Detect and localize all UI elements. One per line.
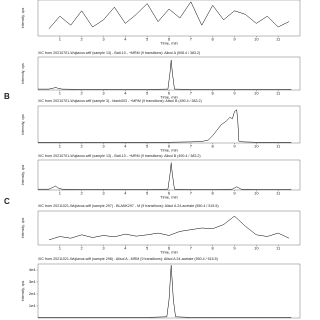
x-axis-label: Time, min (160, 195, 177, 200)
x-tick-label: 2 (81, 191, 84, 196)
x-tick-label: 4 (124, 91, 127, 96)
x-tick-label: 8 (212, 246, 215, 251)
y-tick-label: 4e4 (29, 267, 36, 272)
y-axis-label: Intensity, cps (21, 217, 25, 238)
plot-frame (37, 0, 301, 37)
x-tick-label: 10 (254, 246, 259, 251)
x-tick-label: 11 (276, 246, 281, 251)
y-axis-label: Intensity, cps (21, 63, 25, 84)
panel-title: XIC from 20211021-Wujiaxus.wiff (sample … (38, 257, 218, 261)
trace (38, 265, 292, 318)
x-tick-label: 2 (81, 37, 84, 42)
panel-title: XIC from 20210701-Wujiaxus.wiff (sample … (38, 154, 201, 158)
x-tick-label: 7 (190, 91, 193, 96)
x-tick-label: 6 (168, 37, 171, 42)
x-tick-label: 5 (146, 91, 149, 96)
x-tick-label: 4 (124, 144, 127, 149)
x-tick-label: 8 (212, 144, 215, 149)
y-axis-label: Intensity, cps (21, 280, 25, 301)
x-tick-label: 3 (102, 191, 105, 196)
x-tick-label: 3 (102, 246, 105, 251)
y-axis-label: Intensity, cps (21, 164, 25, 185)
x-tick-label: 10 (254, 37, 259, 42)
x-tick-label: 3 (102, 91, 105, 96)
plot-frame (37, 159, 301, 191)
x-tick-label: 5 (146, 144, 149, 149)
x-axis-label: Time, min (160, 250, 177, 255)
x-tick-label: 4 (124, 246, 127, 251)
x-tick-label: 2 (81, 91, 84, 96)
x-tick-label: 3 (102, 144, 105, 149)
x-tick-label: 1 (59, 246, 62, 251)
trace (48, 215, 290, 241)
trace (38, 109, 292, 143)
x-tick-label: 4 (124, 191, 127, 196)
x-tick-label: 10 (254, 191, 259, 196)
x-tick-label: 6 (168, 191, 171, 196)
x-tick-label: 9 (233, 246, 236, 251)
x-tick-label: 9 (233, 91, 236, 96)
x-tick-label: 10 (254, 144, 259, 149)
x-tick-label: 8 (212, 37, 215, 42)
x-tick-label: 9 (233, 37, 236, 42)
x-tick-label: 2 (81, 144, 84, 149)
x-tick-label: 3 (102, 37, 105, 42)
x-axis-label: Time, min (160, 148, 177, 153)
x-tick-label: 7 (190, 37, 193, 42)
x-tick-label: 8 (212, 91, 215, 96)
x-axis-label: Time, min (160, 41, 177, 46)
x-axis-label: Time, min (160, 95, 177, 100)
x-tick-label: 7 (190, 246, 193, 251)
y-axis-label: Intensity, cps (21, 7, 25, 28)
panel-title: XIC from 20210701-Wujiaxus.wiff (sample … (38, 99, 202, 103)
x-tick-label: 9 (233, 144, 236, 149)
panel-title: XIC from 20210701-Wujiaxus.wiff (sample … (38, 51, 200, 55)
x-tick-label: 1 (59, 91, 62, 96)
plot-frame (37, 56, 301, 91)
x-tick-label: 5 (146, 37, 149, 42)
x-tick-label: 11 (276, 144, 281, 149)
trace (48, 1, 290, 29)
x-tick-label: 8 (212, 191, 215, 196)
plot-frame (37, 105, 301, 144)
trace (38, 162, 292, 190)
x-tick-label: 6 (168, 246, 171, 251)
x-tick-label: 5 (146, 246, 149, 251)
x-tick-label: 2 (81, 246, 84, 251)
x-tick-label: 1 (59, 191, 62, 196)
y-axis-label: Intensity, cps (21, 114, 25, 135)
y-tick-label: 1e4 (29, 303, 36, 308)
y-tick-label: 2e4 (29, 291, 36, 296)
x-tick-label: 5 (146, 191, 149, 196)
plot-frame (37, 263, 301, 319)
x-tick-label: 11 (276, 191, 281, 196)
x-tick-label: 9 (233, 191, 236, 196)
x-tick-label: 11 (276, 91, 281, 96)
plot-frame (37, 210, 301, 246)
x-tick-label: 1 (59, 37, 62, 42)
x-tick-label: 7 (190, 191, 193, 196)
x-tick-label: 10 (254, 91, 259, 96)
panel-label: C (4, 197, 10, 206)
panel-label: B (4, 92, 10, 101)
y-tick-label: 3e4 (29, 279, 36, 284)
x-tick-label: 4 (124, 37, 127, 42)
x-tick-label: 1 (59, 144, 62, 149)
panel-title: XIC from 20211021-Wujiaxus.wiff (sample … (38, 204, 219, 208)
x-tick-label: 6 (168, 144, 171, 149)
x-tick-label: 6 (168, 91, 171, 96)
x-tick-label: 11 (276, 37, 281, 42)
x-tick-label: 7 (190, 144, 193, 149)
trace (38, 59, 292, 90)
